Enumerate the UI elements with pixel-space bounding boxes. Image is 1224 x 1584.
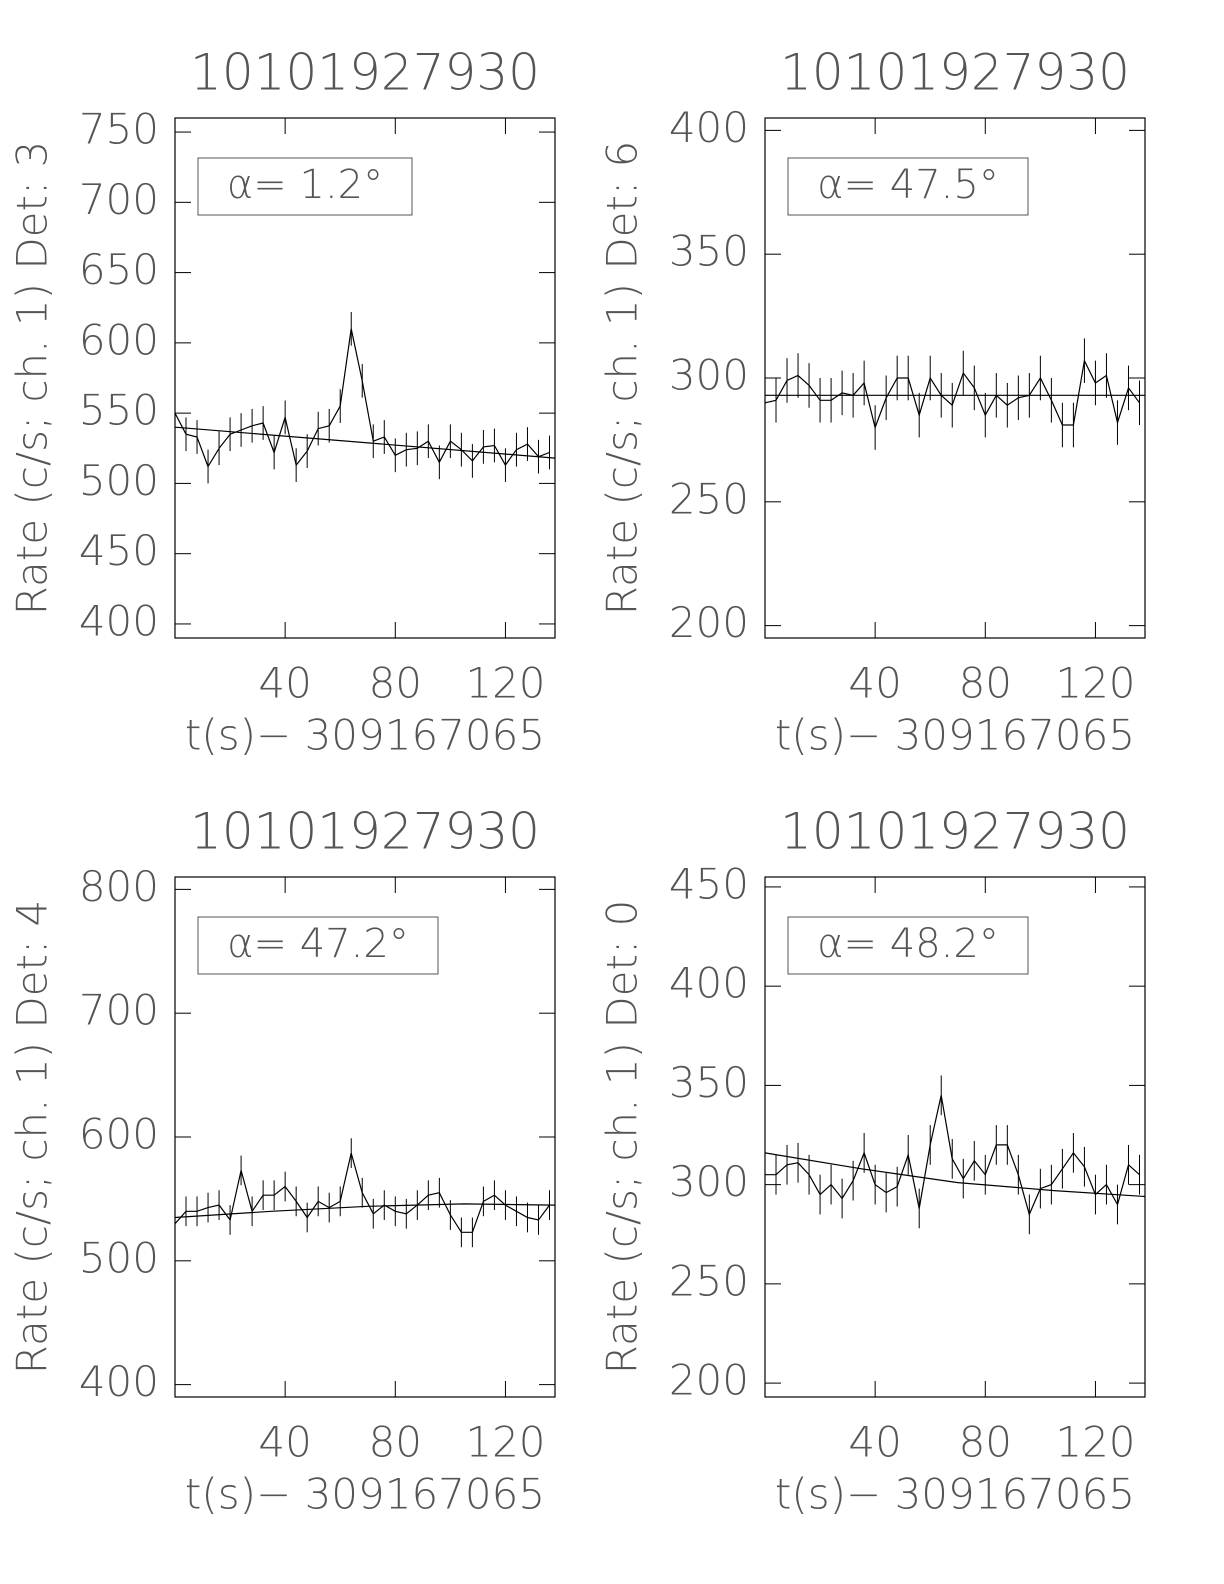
x-tick-label: 80 (959, 1418, 1012, 1467)
y-tick-label: 500 (79, 1233, 159, 1282)
x-tick-label: 40 (848, 1418, 901, 1467)
panel-title: 10101927930 (190, 44, 540, 102)
y-tick-label: 750 (79, 105, 159, 154)
y-tick-label: 400 (669, 103, 749, 152)
annotation: α= 1.2° (227, 162, 383, 208)
y-tick-label: 600 (79, 1110, 159, 1159)
x-tick-label: 40 (258, 659, 311, 708)
fit-line (174, 426, 556, 459)
x-axis-label: t(s)− 309167065 (185, 1470, 545, 1519)
annotation-box (197, 916, 439, 975)
plot-frame (764, 876, 1146, 1398)
x-tick-label: 120 (1055, 1418, 1135, 1467)
y-tick-label: 250 (669, 1256, 749, 1305)
y-tick-label: 400 (669, 959, 749, 1008)
y-axis-label: Rate (c/s; ch. 1) Det: 3 (8, 141, 57, 615)
plot-frame (764, 117, 1146, 639)
y-axis-label: Rate (c/s; ch. 1) Det: 6 (598, 141, 647, 615)
y-tick-label: 700 (79, 175, 159, 224)
y-tick-label: 200 (669, 1356, 749, 1405)
plot-frame (174, 876, 556, 1398)
y-tick-label: 450 (79, 526, 159, 575)
x-tick-label: 120 (465, 1418, 545, 1467)
annotation-box (787, 157, 1029, 216)
annotation-box (197, 157, 413, 216)
y-tick-label: 300 (669, 1157, 749, 1206)
annotation-box (787, 916, 1029, 975)
x-tick-label: 120 (465, 659, 545, 708)
y-tick-label: 300 (669, 351, 749, 400)
y-tick-label: 350 (669, 1058, 749, 1107)
panel-title: 10101927930 (190, 803, 540, 861)
plot-frame (174, 117, 556, 639)
annotation: α= 47.5° (817, 162, 999, 208)
y-tick-label: 700 (79, 986, 159, 1035)
annotation: α= 48.2° (817, 921, 999, 967)
x-tick-label: 40 (848, 659, 901, 708)
x-axis-label: t(s)− 309167065 (775, 711, 1135, 760)
x-tick-label: 40 (258, 1418, 311, 1467)
y-axis-label: Rate (c/s; ch. 1) Det: 4 (8, 900, 57, 1374)
x-tick-label: 80 (369, 659, 422, 708)
panel-title: 10101927930 (780, 803, 1130, 861)
fit-line (764, 1152, 1146, 1198)
y-tick-label: 800 (79, 862, 159, 911)
y-tick-label: 600 (79, 315, 159, 364)
y-tick-label: 250 (669, 474, 749, 523)
y-tick-label: 650 (79, 245, 159, 294)
x-axis-label: t(s)− 309167065 (185, 711, 545, 760)
panel-title: 10101927930 (780, 44, 1130, 102)
x-tick-label: 80 (959, 659, 1012, 708)
y-tick-label: 450 (669, 859, 749, 908)
y-tick-label: 350 (669, 227, 749, 276)
x-tick-label: 120 (1055, 659, 1135, 708)
y-tick-label: 500 (79, 456, 159, 505)
x-tick-label: 80 (369, 1418, 422, 1467)
y-axis-label: Rate (c/s; ch. 1) Det: 0 (598, 900, 647, 1374)
y-tick-label: 200 (669, 598, 749, 647)
y-tick-label: 550 (79, 386, 159, 435)
fit-line (174, 1203, 556, 1219)
x-axis-label: t(s)− 309167065 (775, 1470, 1135, 1519)
y-tick-label: 400 (79, 1357, 159, 1406)
annotation: α= 47.2° (227, 921, 409, 967)
y-tick-label: 400 (79, 596, 159, 645)
